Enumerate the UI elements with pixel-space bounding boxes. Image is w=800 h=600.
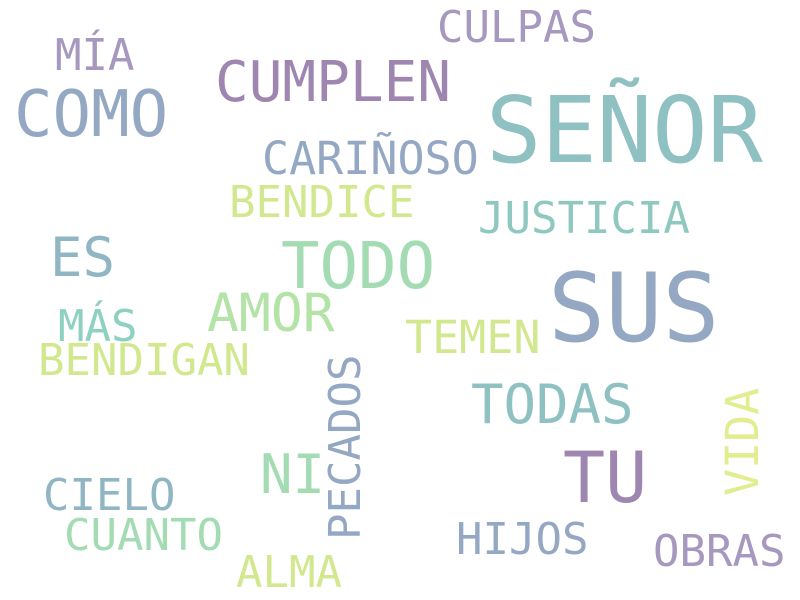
word-bendigan: BENDIGAN xyxy=(38,335,250,386)
word-mia: MÍA xyxy=(55,30,135,81)
word-vida: VIDA xyxy=(716,387,769,496)
word-cuanto: CUANTO xyxy=(64,510,223,561)
word-todo: TODO xyxy=(281,230,436,304)
word-tu: TU xyxy=(563,437,648,519)
word-pecados: PECADOS xyxy=(320,354,371,540)
word-mas: MÁS xyxy=(58,301,138,352)
word-senor: SEÑOR xyxy=(486,77,763,184)
word-justicia: JUSTICIA xyxy=(478,193,690,244)
word-cumplen: CUMPLEN xyxy=(215,50,452,115)
word-culpas: CULPAS xyxy=(437,2,596,53)
word-alma: ALMA xyxy=(236,547,342,598)
word-carinoso: CARIÑOSO xyxy=(262,132,479,185)
word-todas: TODAS xyxy=(471,373,634,436)
word-temen: TEMEN xyxy=(405,311,541,364)
word-es: ES xyxy=(50,226,116,289)
word-ni: NI xyxy=(260,443,326,506)
word-como: COMO xyxy=(14,78,169,152)
word-sus: SUS xyxy=(548,254,720,364)
word-bendice: BENDICE xyxy=(229,177,415,228)
word-hijos: HIJOS xyxy=(456,514,589,565)
word-obras: OBRAS xyxy=(653,526,786,577)
word-cielo: CIELO xyxy=(43,470,176,521)
word-amor: AMOR xyxy=(207,283,335,344)
